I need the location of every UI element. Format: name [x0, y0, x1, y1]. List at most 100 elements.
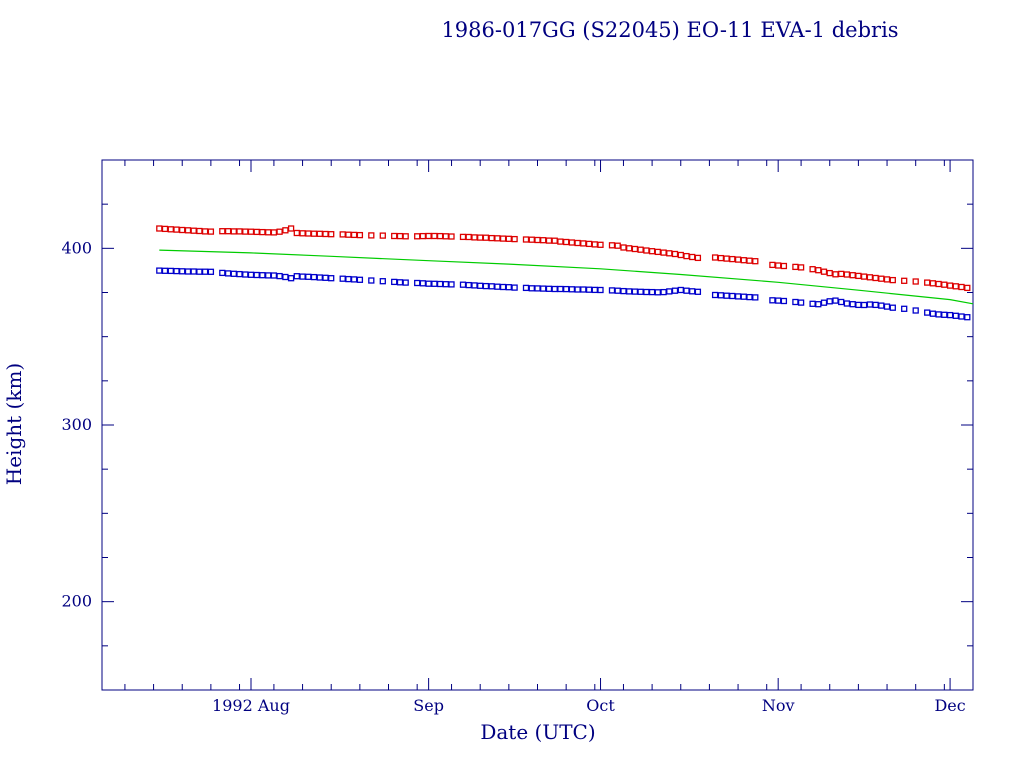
perigee-point: [780, 297, 788, 305]
perigee-point: [161, 267, 169, 274]
apogee-point: [419, 232, 427, 240]
mean-line-layer: [159, 249, 974, 305]
apogee-point: [322, 230, 329, 238]
apogee-point: [471, 234, 478, 241]
apogee-point: [488, 234, 495, 242]
apogee-point: [287, 225, 295, 232]
apogee-point: [568, 239, 576, 246]
perigee-point: [872, 301, 879, 309]
apogee-point: [711, 254, 719, 261]
x-axis-label: Date (UTC): [480, 720, 595, 744]
y-tick-label: 200: [61, 592, 92, 611]
apogee-point: [156, 225, 163, 232]
apogee-point: [350, 231, 358, 239]
perigee-point: [648, 288, 656, 296]
perigee-point: [471, 282, 478, 289]
perigee-point: [683, 287, 690, 294]
perigee-point: [929, 310, 937, 317]
perigee-point: [499, 283, 507, 291]
perigee-point: [442, 281, 449, 288]
apogee-point: [734, 256, 742, 263]
perigee-point: [545, 285, 553, 292]
perigee-point: [878, 302, 885, 309]
apogee-point: [746, 257, 753, 264]
apogee-point: [563, 238, 570, 246]
apogee-point: [534, 236, 541, 244]
perigee-point: [660, 288, 667, 296]
perigee-point: [419, 280, 427, 287]
perigee-point: [414, 279, 421, 287]
perigee-points-layer: [156, 267, 971, 321]
apogee-point: [946, 282, 954, 289]
apogee-point: [643, 247, 650, 254]
perigee-point: [643, 288, 650, 296]
apogee-point: [557, 238, 564, 245]
chart-title: 1986-017GG (S22045) EO-11 EVA-1 debris: [441, 18, 898, 42]
apogee-point: [843, 271, 851, 278]
perigee-point: [282, 273, 289, 281]
perigee-point: [792, 298, 799, 306]
apogee-point: [505, 235, 512, 242]
apogee-point: [442, 233, 449, 240]
perigee-point: [339, 275, 346, 282]
apogee-point: [826, 269, 833, 277]
perigee-point: [316, 274, 323, 281]
perigee-point: [184, 268, 192, 275]
apogee-point: [184, 227, 192, 234]
perigee-point: [901, 305, 908, 312]
apogee-point: [637, 246, 644, 253]
apogee-point: [219, 228, 226, 235]
apogee-point: [694, 254, 702, 262]
perigee-point: [958, 313, 965, 320]
perigee-point: [832, 297, 839, 304]
x-tick-label: Dec: [934, 696, 965, 715]
apogee-point: [293, 229, 300, 237]
perigee-point: [540, 285, 547, 292]
apogee-point: [167, 226, 174, 233]
apogee-point: [631, 245, 639, 253]
apogee-point: [614, 242, 621, 249]
x-tick-label: Nov: [762, 696, 795, 715]
tick-labels: 200 300 400 1992 Aug Sep Oct Nov Dec: [61, 238, 965, 715]
perigee-point: [797, 299, 805, 306]
x-tick-label: 1992 Aug: [212, 696, 290, 715]
perigee-point: [299, 273, 306, 280]
perigee-point: [190, 268, 197, 275]
perigee-point: [843, 300, 851, 307]
perigee-point: [677, 286, 684, 294]
perigee-point: [597, 286, 604, 294]
apogee-point: [608, 242, 616, 249]
perigee-point: [585, 286, 593, 293]
perigee-point: [580, 286, 587, 293]
apogee-point: [838, 270, 845, 278]
perigee-point: [746, 293, 753, 301]
perigee-point: [775, 297, 782, 304]
apogee-point: [889, 276, 896, 284]
apogee-point: [620, 244, 627, 251]
perigee-point: [563, 285, 570, 293]
apogee-point: [173, 226, 180, 233]
perigee-point: [488, 283, 495, 290]
apogee-point: [253, 228, 260, 236]
apogee-point: [964, 284, 971, 292]
perigee-point: [402, 279, 409, 286]
apogee-point: [597, 241, 604, 248]
perigee-point: [883, 303, 891, 310]
perigee-point: [769, 297, 776, 304]
apogee-point: [242, 228, 249, 235]
apogee-point: [780, 262, 788, 270]
y-axis-label: Height (km): [2, 363, 26, 485]
perigee-point: [626, 288, 633, 295]
apogee-point: [775, 262, 782, 269]
perigee-point: [855, 301, 862, 309]
perigee-point: [717, 292, 725, 299]
apogee-point: [540, 237, 547, 244]
perigee-point: [448, 281, 455, 288]
perigee-point: [265, 272, 272, 279]
perigee-point: [356, 276, 364, 283]
apogee-point: [328, 231, 335, 238]
perigee-point: [196, 268, 203, 275]
perigee-point: [436, 280, 444, 288]
apogee-point: [849, 272, 856, 279]
perigee-point: [328, 275, 335, 282]
